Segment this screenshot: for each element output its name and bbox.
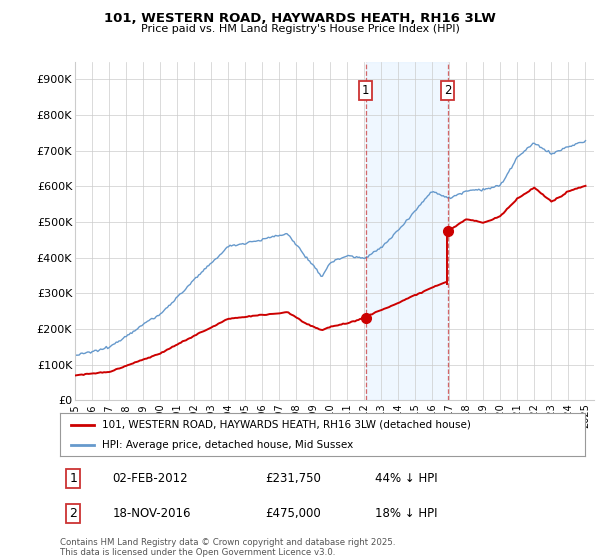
Text: £475,000: £475,000 <box>265 507 320 520</box>
Text: 02-FEB-2012: 02-FEB-2012 <box>113 472 188 485</box>
Text: Price paid vs. HM Land Registry's House Price Index (HPI): Price paid vs. HM Land Registry's House … <box>140 24 460 34</box>
Text: 2: 2 <box>69 507 77 520</box>
Text: 2: 2 <box>444 83 451 97</box>
Text: Contains HM Land Registry data © Crown copyright and database right 2025.
This d: Contains HM Land Registry data © Crown c… <box>60 538 395 557</box>
Text: 44% ↓ HPI: 44% ↓ HPI <box>375 472 437 485</box>
Bar <box>365 62 448 400</box>
Text: 101, WESTERN ROAD, HAYWARDS HEATH, RH16 3LW (detached house): 101, WESTERN ROAD, HAYWARDS HEATH, RH16 … <box>102 420 471 430</box>
Text: £231,750: £231,750 <box>265 472 320 485</box>
Text: HPI: Average price, detached house, Mid Sussex: HPI: Average price, detached house, Mid … <box>102 441 353 450</box>
Text: 1: 1 <box>362 83 370 97</box>
Text: 1: 1 <box>69 472 77 485</box>
Text: 18% ↓ HPI: 18% ↓ HPI <box>375 507 437 520</box>
Text: 101, WESTERN ROAD, HAYWARDS HEATH, RH16 3LW: 101, WESTERN ROAD, HAYWARDS HEATH, RH16 … <box>104 12 496 25</box>
Text: 18-NOV-2016: 18-NOV-2016 <box>113 507 191 520</box>
